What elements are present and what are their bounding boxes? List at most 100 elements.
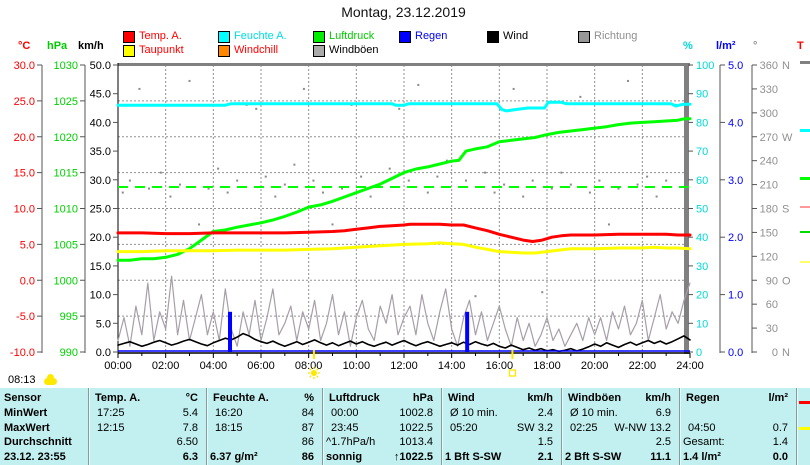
table-cell-value: 87 (301, 421, 314, 434)
richtung-dot (550, 187, 553, 190)
wind-axis-tick-label: 40.0 (90, 117, 111, 129)
x-tick-label: 20:00 (581, 360, 609, 372)
direction-axis-tick-label: 120 (760, 251, 778, 263)
temp-axis-tick-label: -5.0 (16, 311, 35, 323)
humidity-axis-tick-label: 70 (696, 146, 708, 158)
richtung-dot (445, 159, 448, 162)
richtung-dot (321, 191, 324, 194)
table-cell: 16:20 84 (215, 407, 314, 419)
cutoff-line-fragment (800, 129, 810, 132)
table-cell-value: 1.4 (772, 436, 788, 448)
richtung-dot (388, 167, 391, 170)
table-cell: 17:25 5.4 (97, 407, 198, 419)
temp-axis-tick-label: 15.0 (14, 168, 35, 180)
richtung-dot (522, 195, 525, 198)
humidity-axis-tick-label: 50 (696, 204, 708, 216)
wind-axis-tick-label: 10.0 (90, 290, 111, 302)
legend-label: Luftdruck (329, 30, 375, 42)
table-cell: Gesamt: 1.4 (683, 436, 788, 448)
regen-bar (465, 311, 470, 352)
richtung-dot (436, 175, 439, 178)
table-column-separator (679, 388, 681, 465)
direction-axis-tick-label: 330 (760, 84, 778, 96)
wind-axis-tick-label: 15.0 (90, 261, 111, 273)
sun-ray (309, 368, 312, 371)
richtung-dot (560, 171, 563, 174)
axis-unit-°C: °C (18, 40, 31, 52)
table-cell-value: 86 (301, 451, 314, 463)
table-cell-value: 1013.4 (399, 436, 433, 448)
richtung-dot (598, 179, 601, 182)
legend-label: Feuchte A. (234, 30, 287, 42)
richtung-dot (159, 171, 162, 174)
cutoff-swatch-fragment (799, 401, 810, 404)
table-cell-value: W-NW 13.2 (614, 421, 671, 434)
direction-axis-tick-label: 150 (760, 227, 778, 239)
table-cell: 23:45 1022.5 (331, 421, 433, 434)
wind-axis-tick-label: 30.0 (90, 175, 111, 187)
humidity-axis-tick-label: 10 (696, 318, 708, 330)
table-cell: 04:50 0.7 (688, 421, 788, 434)
richtung-dot (464, 179, 467, 182)
legend-label: Windchill (234, 44, 279, 56)
x-tick-label: 04:00 (200, 360, 228, 372)
axis-unit-%: % (683, 40, 693, 52)
table-cell: 18:15 87 (215, 421, 314, 434)
wind-axis-tick-label: 35.0 (90, 146, 111, 158)
legend-label: Wind (503, 30, 529, 42)
legend-swatch (123, 31, 135, 43)
page-title: Montag, 23.12.2019 (341, 4, 466, 20)
table-cell-value: 1.5 (537, 436, 553, 448)
table-header-unit: hPa (412, 392, 433, 404)
richtung-dot (636, 183, 639, 186)
table-cell-value: 86 (301, 436, 314, 448)
richtung-dot (360, 175, 363, 178)
legend-swatch (399, 31, 411, 43)
legend-swatch (313, 45, 325, 57)
summary-table: Sensor MinWert MaxWert Durchschnitt 23.12. 2… (0, 388, 810, 465)
table-header-unit: °C (185, 392, 198, 404)
humidity-axis-tick-label: 30 (696, 261, 708, 273)
sunrise-sun-icon (44, 374, 57, 385)
richtung-dot (512, 87, 515, 90)
richtung-dot (655, 195, 658, 198)
regen-bar (228, 311, 233, 352)
humidity-axis-tick-label: 20 (696, 290, 708, 302)
richtung-dot (293, 163, 296, 166)
sun-ray (316, 368, 319, 371)
legend-swatch (123, 45, 135, 57)
richtung-dot (588, 191, 591, 194)
table-cell: sonnig ↑1022.5 (326, 451, 433, 463)
wind-series-line (117, 332, 691, 353)
pressure-axis-tick-label: 1015 (54, 168, 78, 180)
axis-unit-°: ° (753, 40, 758, 52)
chart-top-border (118, 63, 690, 66)
table-header-unit: km/h (645, 392, 671, 404)
sun-ray (309, 375, 312, 378)
direction-axis-tick-letter: N (782, 60, 790, 72)
x-tick-label: 10:00 (343, 360, 371, 372)
legend-swatch (218, 45, 230, 57)
table-cell: 6.37 g/m² 86 (210, 451, 314, 463)
table-cell-value: 1022.5 (399, 421, 433, 434)
temp-axis-tick-label: 5.0 (20, 239, 35, 251)
table-cell: 2.5 (565, 436, 679, 449)
rain-axis-tick-label: 5.0 (728, 60, 743, 72)
direction-axis-tick-label: 0 (772, 347, 778, 359)
windb-en-series-line (117, 275, 691, 347)
weather-chart: 30.025.020.015.010.05.00.0-5.0-10.010301… (10, 60, 793, 379)
richtung-dot (646, 175, 649, 178)
cutoff-line-fragment (800, 231, 810, 233)
richtung-dot (579, 95, 582, 98)
richtung-dot (274, 195, 277, 198)
cutoff-swatch-fragment (799, 427, 810, 430)
table-cell-value: 11.1 (650, 451, 671, 463)
table-cell-value: 5.4 (182, 407, 198, 419)
richtung-dot (398, 107, 401, 110)
direction-axis-tick-letter: N (782, 347, 790, 359)
table-cell: 2 Bft S-SW 11.1 (565, 451, 671, 463)
legend-label: Windböen (329, 44, 379, 56)
direction-axis-tick-label: 240 (760, 156, 778, 168)
richtung-dot (684, 187, 687, 190)
